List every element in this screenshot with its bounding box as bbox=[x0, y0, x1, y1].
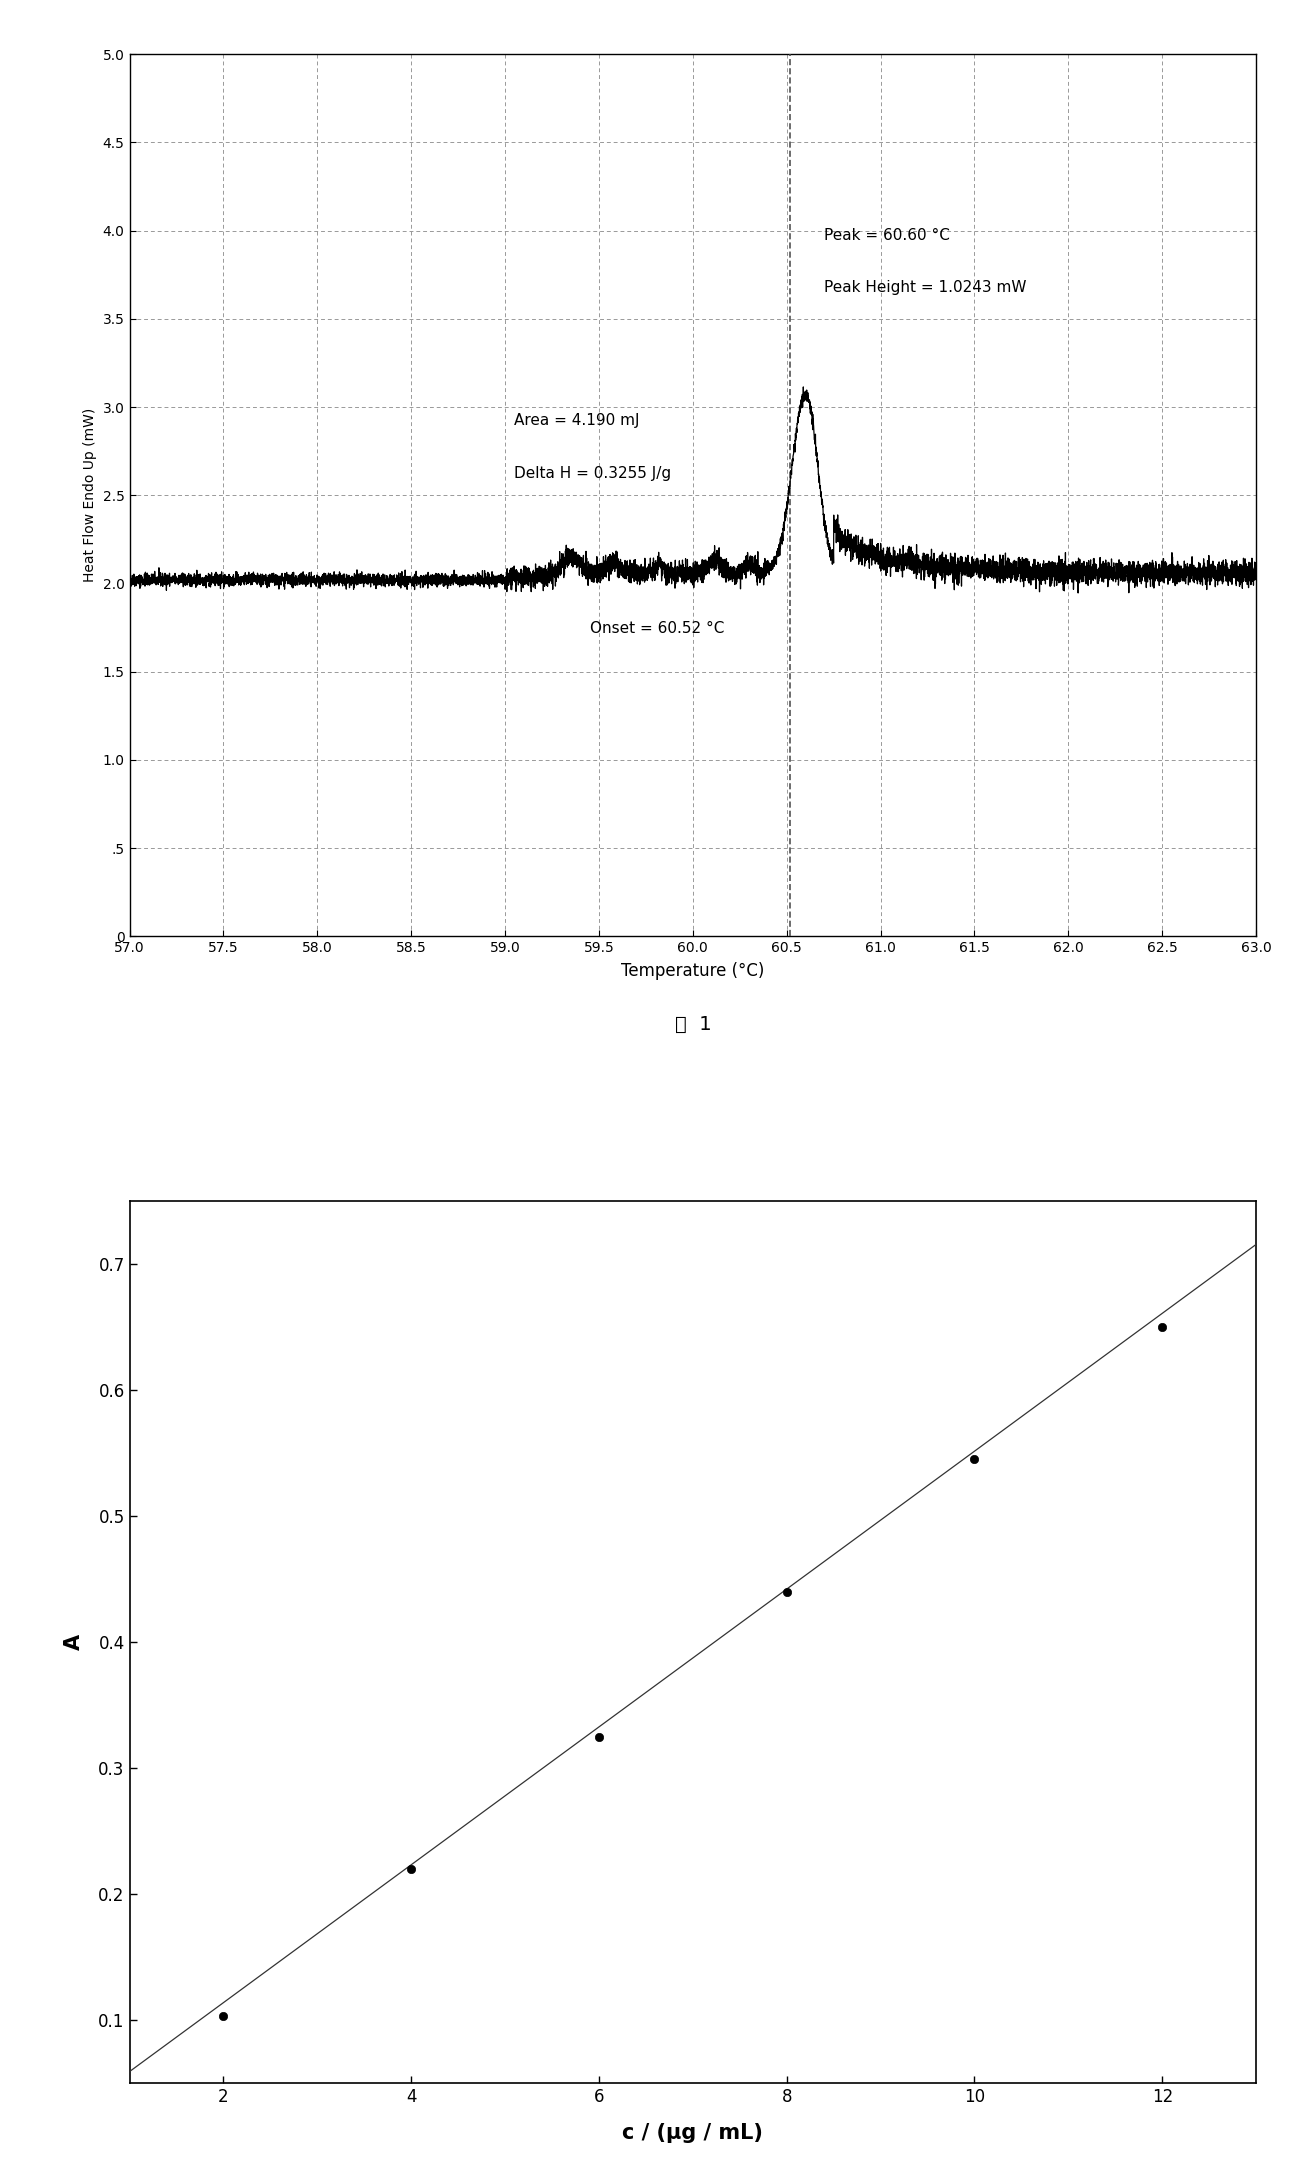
Text: Peak = 60.60 °C: Peak = 60.60 °C bbox=[824, 228, 951, 243]
Text: Peak Height = 1.0243 mW: Peak Height = 1.0243 mW bbox=[824, 280, 1027, 295]
X-axis label: c / (μg / mL): c / (μg / mL) bbox=[623, 2122, 763, 2142]
Text: Delta H = 0.3255 J/g: Delta H = 0.3255 J/g bbox=[514, 467, 672, 482]
X-axis label: Temperature (°C): Temperature (°C) bbox=[622, 961, 764, 981]
Text: 图  1: 图 1 bbox=[675, 1016, 711, 1035]
Y-axis label: Heat Flow Endo Up (mW): Heat Flow Endo Up (mW) bbox=[83, 408, 97, 582]
Text: Onset = 60.52 °C: Onset = 60.52 °C bbox=[589, 621, 724, 636]
Text: Area = 4.190 mJ: Area = 4.190 mJ bbox=[514, 412, 640, 427]
Y-axis label: A: A bbox=[65, 1634, 84, 1649]
